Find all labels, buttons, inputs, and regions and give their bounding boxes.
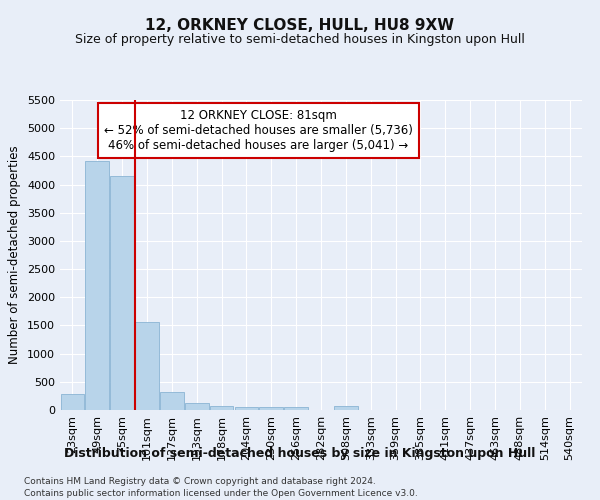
Bar xyxy=(135,322,159,410)
Text: Contains public sector information licensed under the Open Government Licence v3: Contains public sector information licen… xyxy=(24,489,418,498)
Text: Contains HM Land Registry data © Crown copyright and database right 2024.: Contains HM Land Registry data © Crown c… xyxy=(24,478,376,486)
Bar xyxy=(61,394,84,410)
Bar xyxy=(235,406,258,410)
Bar xyxy=(210,406,233,410)
Bar xyxy=(110,176,134,410)
Text: Size of property relative to semi-detached houses in Kingston upon Hull: Size of property relative to semi-detach… xyxy=(75,32,525,46)
Bar xyxy=(185,403,209,410)
Bar xyxy=(284,407,308,410)
Bar xyxy=(85,161,109,410)
Bar xyxy=(259,407,283,410)
Text: 12 ORKNEY CLOSE: 81sqm
← 52% of semi-detached houses are smaller (5,736)
46% of : 12 ORKNEY CLOSE: 81sqm ← 52% of semi-det… xyxy=(104,110,413,152)
Text: 12, ORKNEY CLOSE, HULL, HU8 9XW: 12, ORKNEY CLOSE, HULL, HU8 9XW xyxy=(145,18,455,32)
Bar xyxy=(160,392,184,410)
Bar xyxy=(334,406,358,410)
Text: Distribution of semi-detached houses by size in Kingston upon Hull: Distribution of semi-detached houses by … xyxy=(64,448,536,460)
Y-axis label: Number of semi-detached properties: Number of semi-detached properties xyxy=(8,146,22,364)
